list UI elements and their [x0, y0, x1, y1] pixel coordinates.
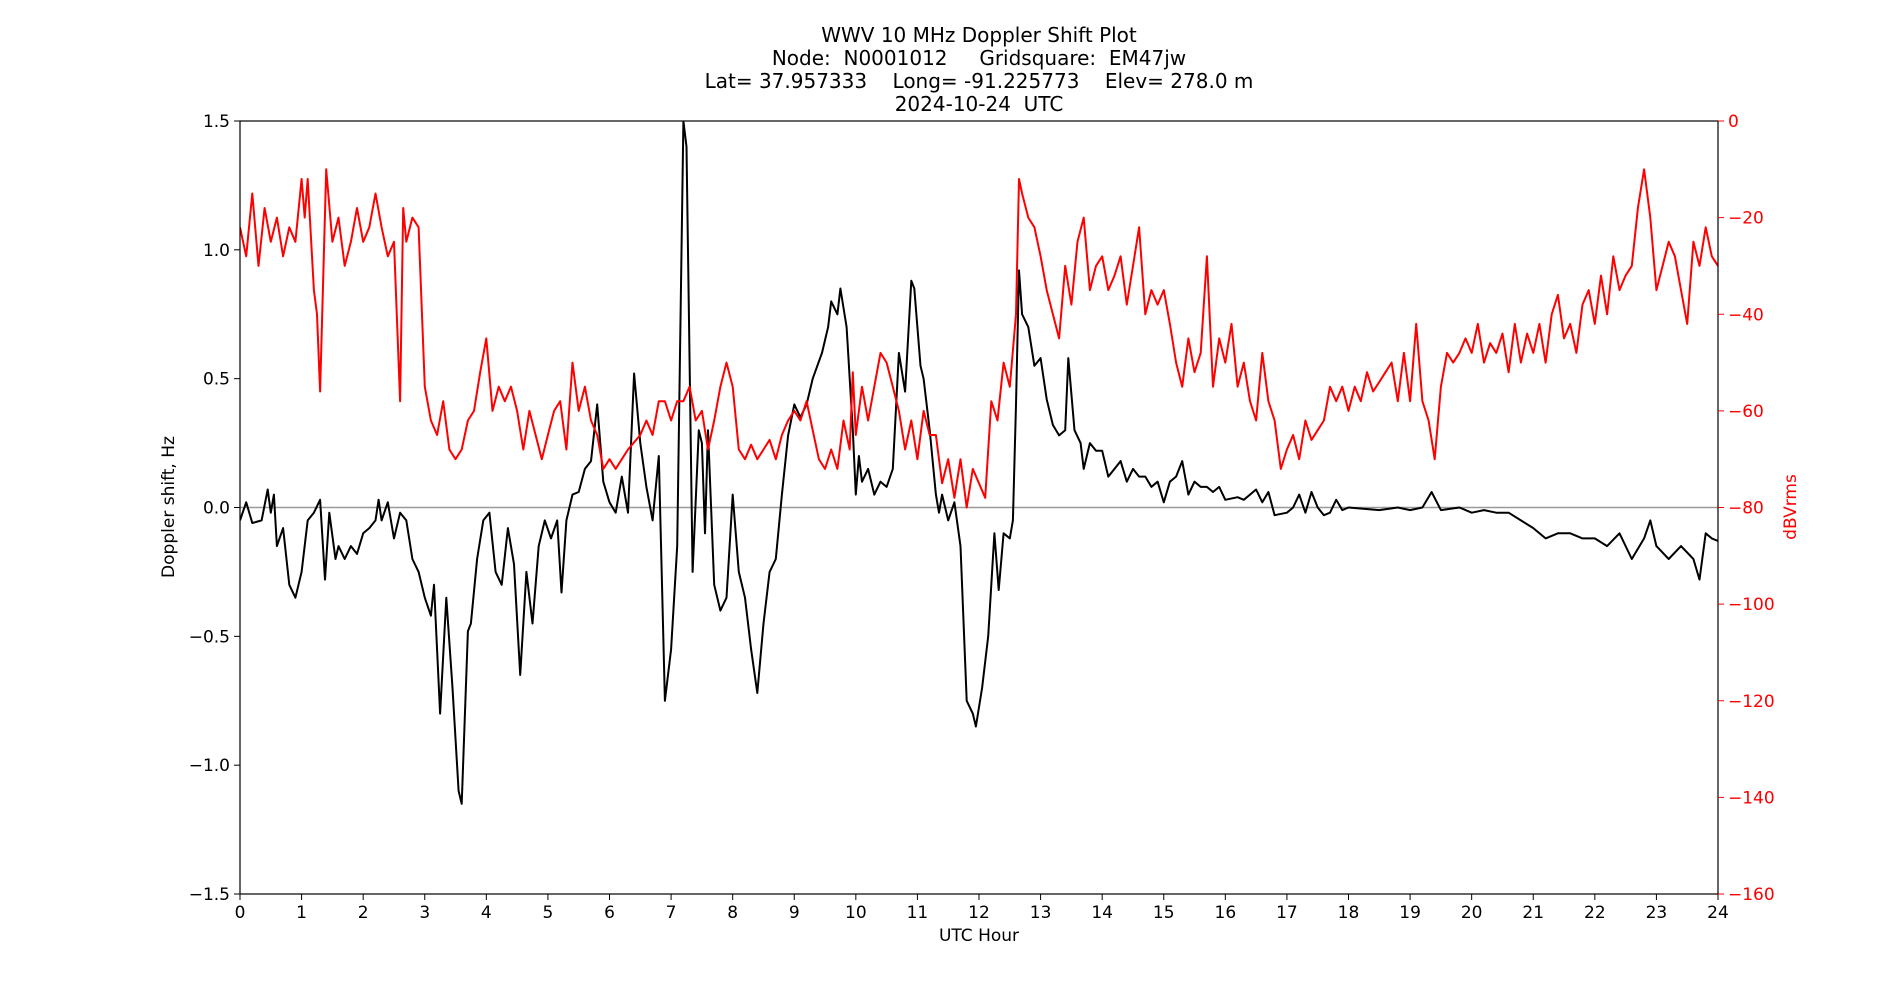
y-left-tick-label: −1.5	[189, 885, 230, 905]
title-line-3: Lat= 37.957333 Long= -91.225773 Elev= 27…	[705, 69, 1254, 93]
x-axis: 0 1 2 3 4 5 6 7 8 9 10 11 12 13 14 15 16 17 18 19 20 21 22 23 24	[235, 894, 1729, 923]
x-tick-label: 12	[968, 903, 990, 923]
y-left-tick-label: 0.5	[203, 370, 230, 390]
y-left-tick-label: −1.0	[189, 756, 230, 776]
series-group	[240, 121, 1718, 805]
x-tick-label: 16	[1215, 903, 1237, 923]
y-axis-left-label: Doppler shift, Hz	[159, 436, 179, 578]
y-right-tick-label: −140	[1728, 788, 1775, 808]
x-tick-label: 18	[1338, 903, 1360, 923]
x-tick-label: 24	[1707, 903, 1729, 923]
x-tick-label: 10	[845, 903, 867, 923]
x-tick-label: 5	[543, 903, 554, 923]
x-tick-label: 1	[296, 903, 307, 923]
y-right-tick-label: −100	[1728, 595, 1775, 615]
x-tick-label: 3	[419, 903, 430, 923]
x-tick-label: 2	[358, 903, 369, 923]
y-axis-right: 0 −20 −40 −60 −80 −100 −120 −140 −160	[1718, 112, 1775, 905]
x-tick-label: 9	[789, 903, 800, 923]
title-line-1: WWV 10 MHz Doppler Shift Plot	[821, 23, 1137, 47]
y-right-tick-label: −40	[1728, 305, 1764, 325]
y-left-tick-label: 1.5	[203, 112, 230, 132]
y-right-tick-label: 0	[1728, 112, 1739, 132]
y-left-tick-label: −0.5	[189, 627, 230, 647]
x-axis-label: UTC Hour	[939, 926, 1019, 946]
x-tick-label: 22	[1584, 903, 1606, 923]
y-left-tick-label: 1.0	[203, 241, 230, 261]
y-axis-left: −1.5 −1.0 −0.5 0.0 0.5 1.0 1.5	[189, 112, 240, 905]
y-left-tick-label: 0.0	[203, 499, 230, 519]
x-tick-label: 23	[1646, 903, 1668, 923]
x-tick-label: 21	[1522, 903, 1544, 923]
x-tick-label: 7	[666, 903, 677, 923]
y-right-tick-label: −120	[1728, 692, 1775, 712]
x-tick-label: 0	[235, 903, 246, 923]
x-tick-label: 19	[1399, 903, 1421, 923]
x-tick-label: 4	[481, 903, 492, 923]
x-tick-label: 15	[1153, 903, 1175, 923]
x-tick-label: 6	[604, 903, 615, 923]
x-tick-label: 8	[727, 903, 738, 923]
y-right-tick-label: −60	[1728, 402, 1764, 422]
y-axis-right-label: dBVrms	[1781, 474, 1801, 540]
y-right-tick-label: −20	[1728, 209, 1764, 229]
x-tick-label: 13	[1030, 903, 1052, 923]
chart-title: WWV 10 MHz Doppler Shift Plot Node: N000…	[705, 23, 1254, 116]
x-tick-label: 14	[1091, 903, 1113, 923]
title-line-2: Node: N0001012 Gridsquare: EM47jw	[772, 46, 1186, 70]
y-right-tick-label: −80	[1728, 499, 1764, 519]
x-tick-label: 20	[1461, 903, 1483, 923]
power-dbvrms-line	[240, 168, 1718, 509]
doppler-shift-line	[240, 121, 1718, 805]
x-tick-label: 17	[1276, 903, 1298, 923]
title-line-4: 2024-10-24 UTC	[895, 92, 1064, 116]
x-tick-label: 11	[907, 903, 929, 923]
y-right-tick-label: −160	[1728, 885, 1775, 905]
